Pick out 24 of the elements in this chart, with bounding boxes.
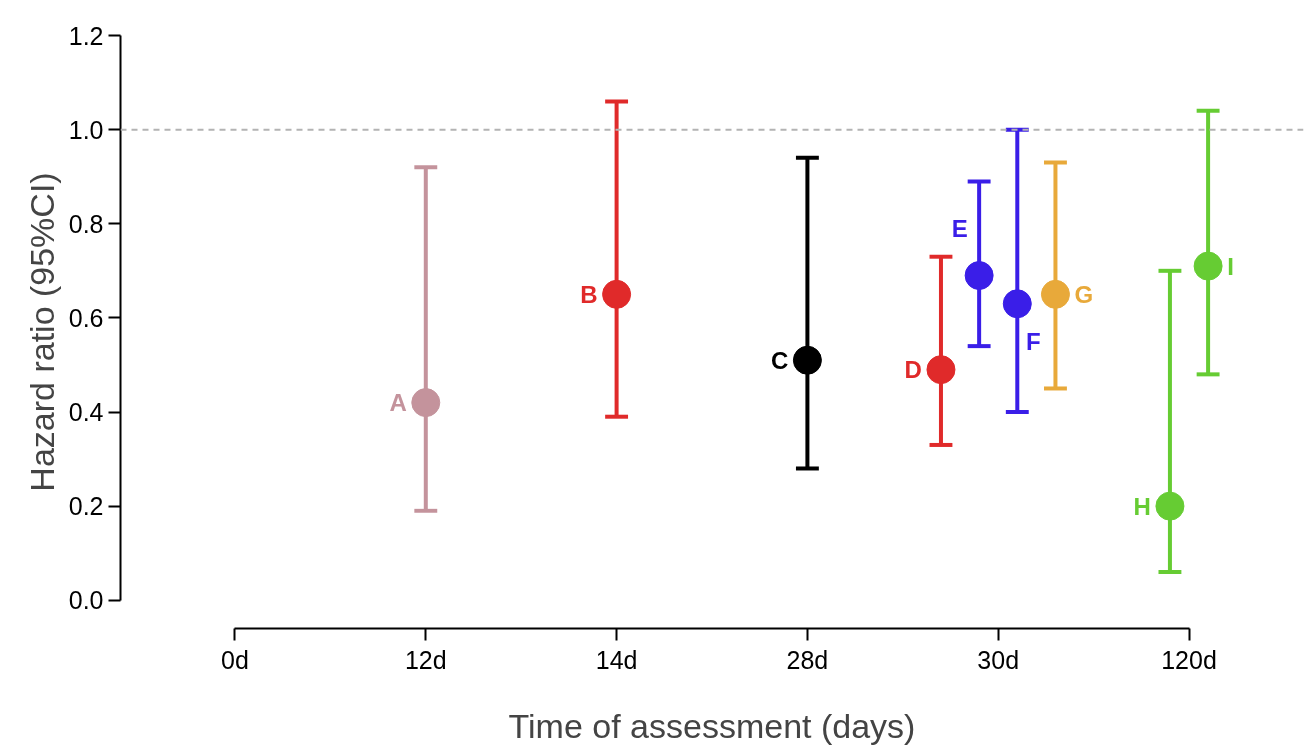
series-label: F	[1025, 327, 1041, 355]
x-tick-label: 0d	[221, 645, 249, 674]
x-tick-label: 28d	[786, 645, 829, 674]
y-tick-label: 0.8	[68, 209, 104, 238]
series-label: E	[951, 214, 968, 242]
x-tick-label: 12d	[404, 645, 447, 674]
y-tick-label: 1.0	[68, 115, 104, 144]
series-label: B	[580, 280, 598, 308]
x-tick-label: 30d	[977, 645, 1020, 674]
x-tick-label: 14d	[595, 645, 638, 674]
y-tick-label: 0.6	[68, 303, 104, 332]
y-tick-label: 0.4	[68, 398, 104, 427]
series-label: H	[1133, 492, 1151, 520]
series-label: A	[389, 389, 407, 417]
series-label: G	[1074, 280, 1094, 308]
series-label: C	[770, 346, 789, 374]
y-tick-label: 0.0	[68, 586, 104, 615]
series-label: I	[1227, 252, 1234, 280]
x-axis-title: Time of assessment (days)	[508, 706, 916, 745]
series-label: D	[904, 356, 922, 384]
y-tick-label: 0.2	[68, 492, 104, 521]
y-tick-label: 1.2	[68, 21, 104, 50]
y-axis-title: Hazard ratio (95%CI)	[22, 172, 61, 492]
x-tick-label: 120d	[1161, 645, 1217, 674]
